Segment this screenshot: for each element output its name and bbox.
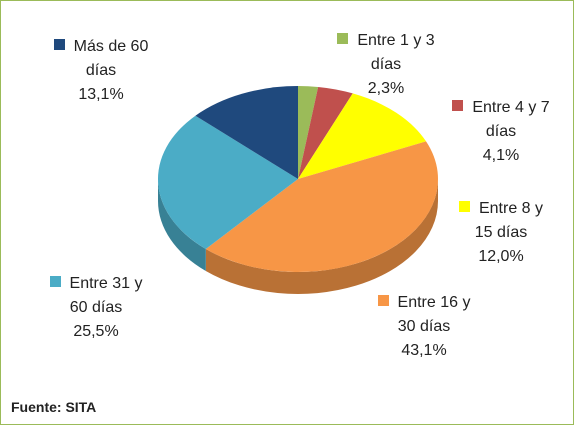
value-label: 13,1%	[78, 86, 124, 103]
legend-swatch	[458, 201, 470, 212]
category-label: Más de 60 días	[73, 38, 149, 79]
slice-side	[205, 179, 439, 294]
category-label: Entre 8 y 15 días	[474, 200, 544, 241]
slice	[205, 141, 438, 272]
slice	[298, 86, 353, 179]
data-label: Entre 31 y 60 días 25,5%	[41, 272, 151, 344]
legend-swatch	[53, 39, 65, 50]
data-label: Más de 60 días 13,1%	[41, 35, 161, 107]
value-label: 12,0%	[478, 248, 524, 265]
value-label: 43,1%	[401, 342, 447, 359]
slice	[298, 86, 319, 179]
slice	[298, 93, 427, 179]
data-label: Entre 1 y 3 días 2,3%	[336, 29, 436, 101]
category-label: Entre 4 y 7 días	[472, 99, 550, 140]
slice	[195, 86, 298, 179]
category-label: Entre 31 y 60 días	[69, 275, 143, 316]
source-note: Fuente: SITA	[11, 399, 97, 415]
legend-swatch	[452, 100, 464, 111]
value-label: 25,5%	[73, 323, 119, 340]
slice	[158, 115, 298, 249]
value-label: 4,1%	[482, 147, 520, 164]
slice-side	[158, 179, 206, 271]
data-label: Entre 16 y 30 días 43,1%	[369, 291, 479, 363]
legend-swatch	[377, 295, 389, 306]
value-label: 2,3%	[367, 80, 405, 97]
legend-swatch	[49, 276, 61, 287]
category-label: Entre 1 y 3 días	[357, 32, 435, 73]
category-label: Entre 16 y 30 días	[397, 294, 471, 335]
legend-swatch	[337, 33, 349, 44]
data-label: Entre 8 y 15 días 12,0%	[451, 197, 551, 269]
data-label: Entre 4 y 7 días 4,1%	[451, 96, 551, 168]
